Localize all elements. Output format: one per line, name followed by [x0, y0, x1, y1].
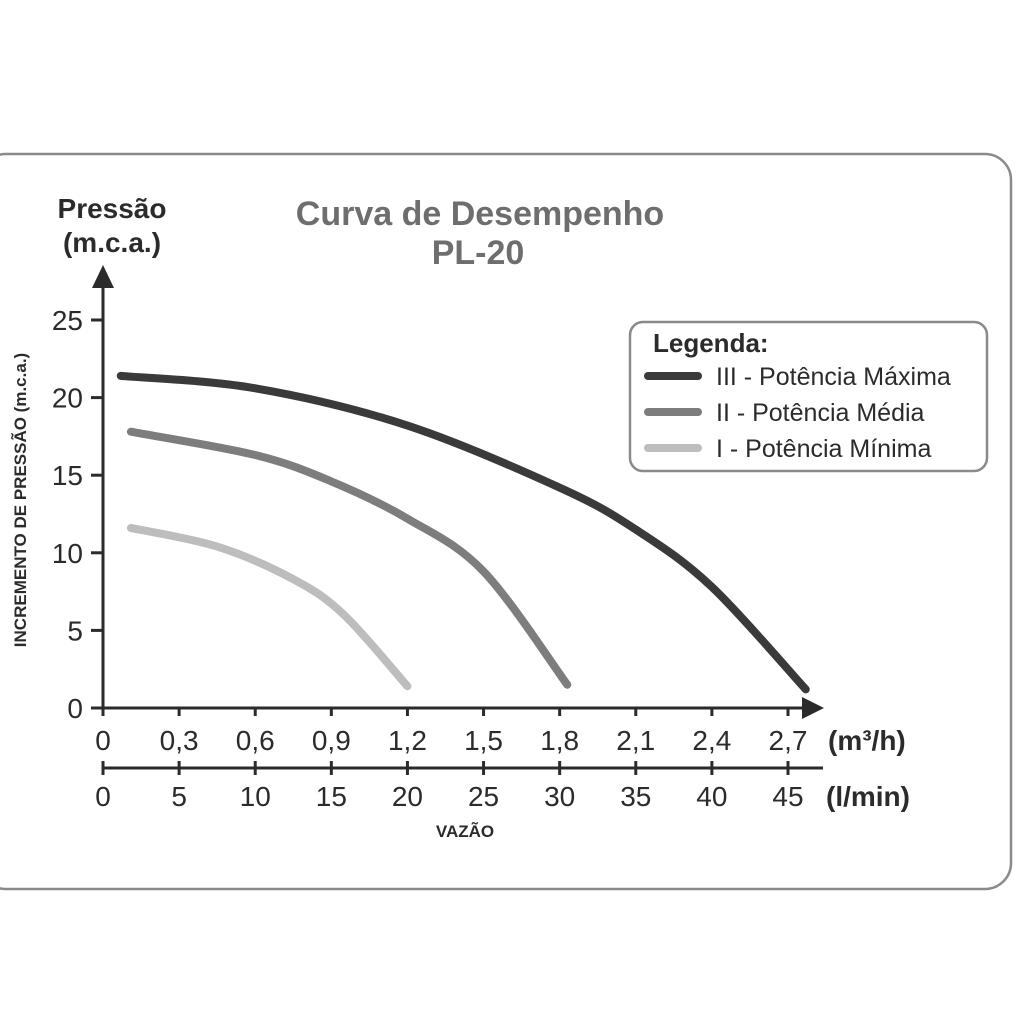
x2-tick-label: 30 [544, 781, 575, 812]
x2-tick-label: 5 [171, 781, 187, 812]
x2-tick-label: 0 [95, 781, 111, 812]
legend-title: Legenda: [653, 328, 769, 358]
x-tick-label: 2,1 [616, 725, 655, 756]
x-tick-label: 2,4 [692, 725, 731, 756]
legend-label: II - Potência Média [716, 399, 925, 427]
x2-tick-label: 45 [772, 781, 803, 812]
x-tick-label: 1,5 [464, 725, 503, 756]
y-tick-label: 25 [52, 305, 83, 336]
x2-tick-label: 35 [620, 781, 651, 812]
y-tick-label: 5 [67, 615, 83, 646]
chart-subtitle: PL-20 [432, 234, 525, 272]
x2-tick-label: 15 [316, 781, 347, 812]
x2-axis-unit: (l/min) [826, 781, 910, 812]
chart-title: Curva de Desempenho [296, 195, 664, 233]
x2-tick-label: 10 [240, 781, 271, 812]
x2-tick-label: 20 [392, 781, 423, 812]
y-tick-label: 15 [52, 460, 83, 491]
legend-label: III - Potência Máxima [716, 363, 951, 391]
y-axis-label: INCREMENTO DE PRESSÃO (m.c.a.) [10, 353, 30, 647]
x-tick-label: 1,2 [388, 725, 427, 756]
x-tick-label: 0,3 [160, 725, 199, 756]
y-tick-label: 20 [52, 383, 83, 414]
x-tick-label: 0 [95, 725, 111, 756]
x-axis-unit: (m³/h) [828, 725, 906, 756]
y-tick-label: 0 [67, 693, 83, 724]
legend-box [628, 320, 989, 473]
x-tick-label: 0,9 [312, 725, 351, 756]
x-tick-label: 2,7 [769, 725, 808, 756]
x-tick-label: 1,8 [540, 725, 579, 756]
y-axis-top-label: Pressão [58, 193, 167, 224]
y-axis-top-unit: (m.c.a.) [63, 227, 161, 258]
series-line-2 [126, 427, 572, 689]
x2-tick-label: 40 [696, 781, 727, 812]
x-tick-label: 0,6 [236, 725, 275, 756]
axes: 0 5 10 15 20 25 0 0,3 0,6 0,9 1,2 1,5 1,8 2,1 2,4 2,7 0 5… [52, 265, 824, 812]
series-line-1 [116, 371, 810, 694]
x-axis-label: VAZÃO [436, 821, 494, 841]
y-axis-arrow [92, 265, 114, 288]
legend: Legenda: III - Potência Máxima II - Potên… [628, 320, 989, 473]
y-tick-label: 10 [52, 538, 83, 569]
x2-tick-label: 25 [468, 781, 499, 812]
series-group [116, 371, 810, 694]
series-line-3 [126, 523, 412, 691]
x-axis-arrow [802, 697, 824, 719]
legend-label: I - Potência Mínima [716, 435, 931, 463]
